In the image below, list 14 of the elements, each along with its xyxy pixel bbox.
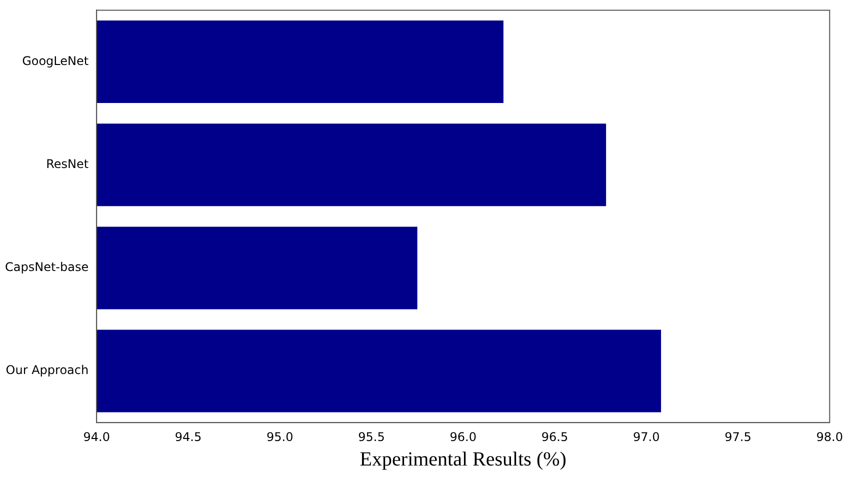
x-tick-label: 98.0 [816, 430, 843, 444]
x-tick-label: 96.5 [541, 430, 568, 444]
x-tick-label: 95.0 [266, 430, 294, 444]
x-tick-label: 94.5 [174, 430, 202, 444]
x-tick-label: 96.0 [450, 430, 476, 444]
x-tick-label: 94.0 [83, 430, 110, 444]
x-tick-label: 95.5 [358, 430, 385, 444]
y-tick-label: GoogLeNet [22, 54, 89, 68]
y-tick-label: CapsNet-base [4, 260, 89, 274]
y-tick-label: Our Approach [6, 363, 89, 378]
y-tick-label: ResNet [46, 156, 89, 171]
x-axis-title: Experimental Results (%) [360, 448, 566, 470]
x-tick-label: 97.5 [724, 430, 752, 444]
x-tick-label: 97.0 [633, 430, 660, 444]
